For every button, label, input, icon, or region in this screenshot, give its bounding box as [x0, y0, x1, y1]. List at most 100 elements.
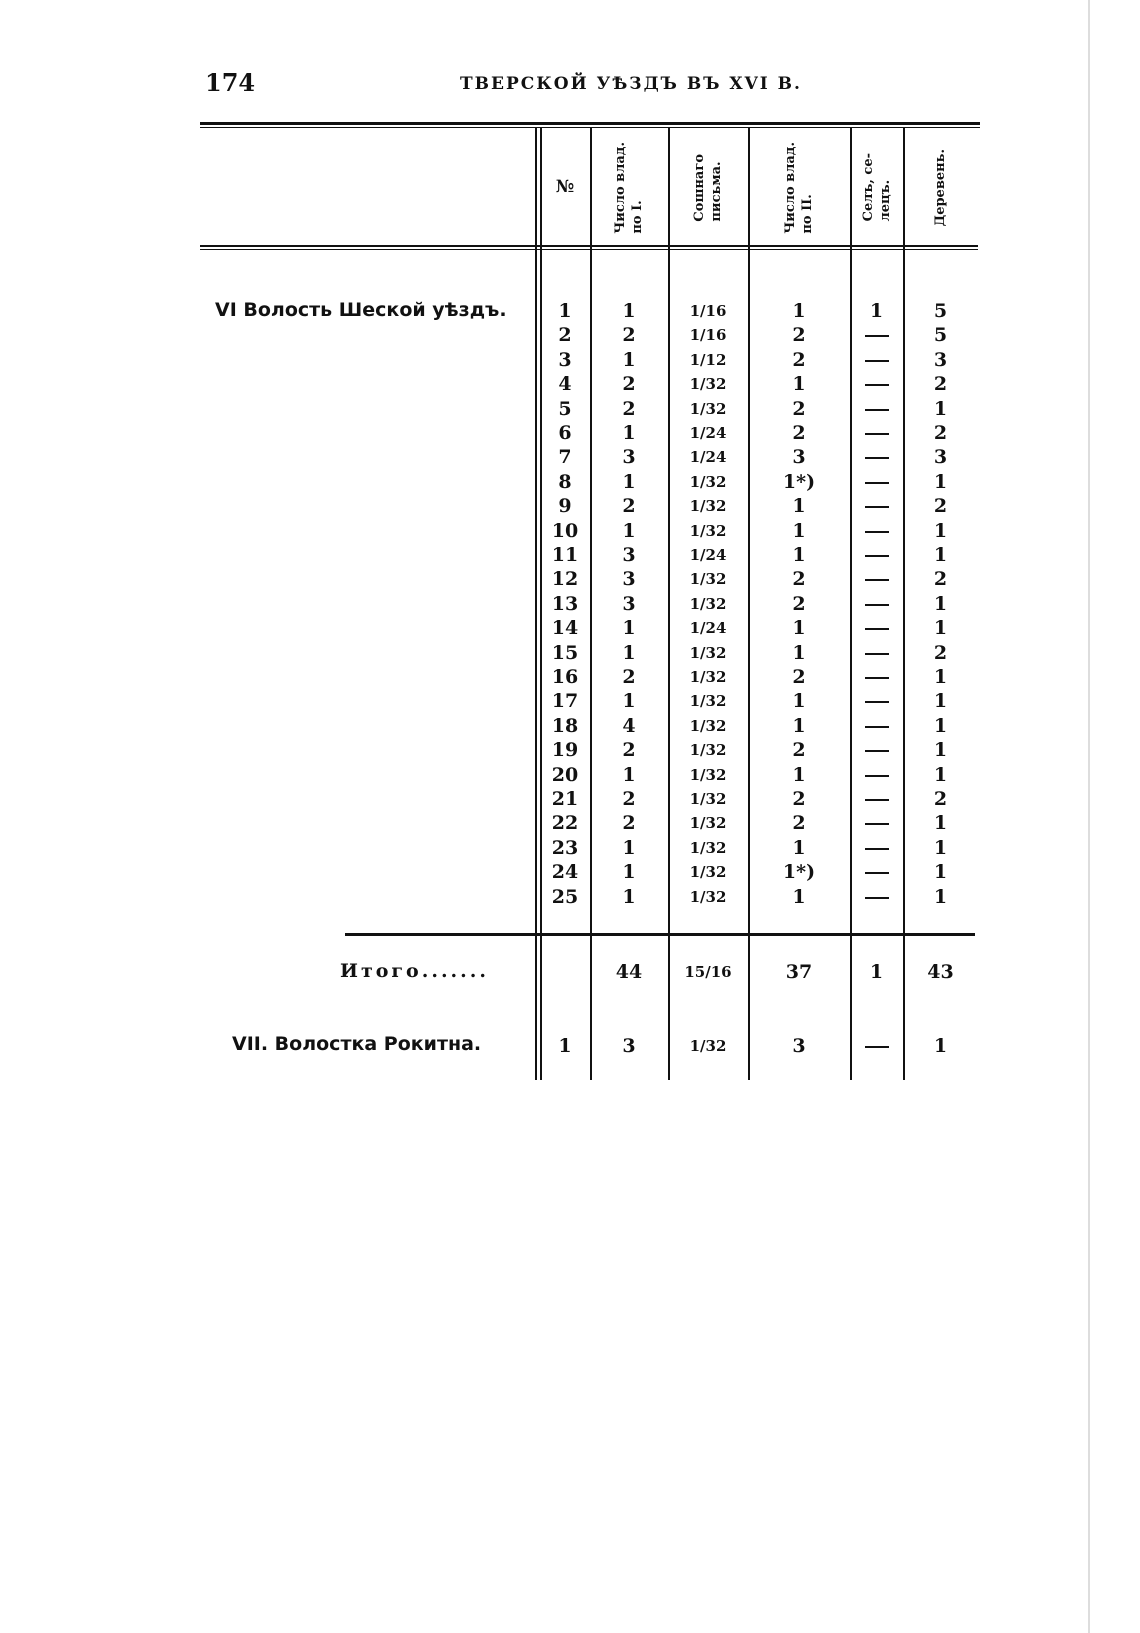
- table-cell: 12: [551, 568, 579, 591]
- table-cell: 1: [792, 617, 806, 640]
- table-cell: 7: [558, 446, 572, 469]
- table-cell: 1: [933, 544, 948, 566]
- column-divider: [540, 128, 542, 1080]
- column-header-label: №: [555, 177, 575, 197]
- table-cell: 1: [792, 519, 806, 542]
- table-cell: 24: [551, 861, 579, 884]
- table-cell: 2: [933, 788, 948, 810]
- table-cell: 1: [792, 885, 806, 908]
- table-cell: 2: [933, 373, 948, 396]
- column-header: Селъ, се- лецъ.: [850, 130, 903, 245]
- table-cell: 1: [792, 300, 806, 322]
- table-cell: 1: [869, 961, 884, 983]
- table-cell: 3: [622, 446, 636, 469]
- dash-mark: [864, 725, 889, 728]
- table-cell: [850, 592, 903, 616]
- column-header: Число влад. по I.: [590, 130, 668, 245]
- fraction-cell: 1/32: [689, 765, 727, 784]
- dash-mark: [864, 408, 889, 411]
- table-cell: 2: [792, 422, 806, 444]
- column-divider: [850, 128, 852, 1080]
- table-cell: 44: [615, 961, 643, 983]
- table-cell: 1: [933, 836, 948, 859]
- dash-mark: [864, 750, 889, 753]
- table-cell: [850, 836, 903, 860]
- table-cell: 1: [933, 397, 948, 420]
- table-cell: 1: [622, 422, 636, 444]
- table-cell: [850, 397, 903, 421]
- fraction-cell: 1/24: [689, 546, 727, 564]
- dash-mark: [864, 335, 889, 338]
- table-cell: 1: [933, 763, 948, 786]
- table-cell: [850, 445, 903, 469]
- table-cell: 3: [558, 348, 572, 371]
- dash-mark: [864, 1046, 889, 1048]
- table-cell: [850, 738, 903, 762]
- table-cell: [850, 860, 903, 884]
- table-cell: 5: [933, 300, 948, 322]
- table-cell: 5: [933, 324, 948, 347]
- column-header-label: Число влад. по II.: [783, 141, 815, 234]
- table-cell: [850, 811, 903, 835]
- dash-mark: [864, 530, 889, 533]
- table-cell: 3: [933, 348, 948, 371]
- table-cell: 2: [792, 324, 806, 347]
- fraction-cell: 1/32: [689, 472, 727, 491]
- table-cell: 2: [622, 495, 636, 518]
- table-cell: [850, 641, 903, 665]
- table-cell: 1: [792, 836, 806, 859]
- section-label: VI Волость Шеской уѣздъ.: [215, 299, 507, 321]
- running-title: ТВЕРСКОЙ УѢЗДЪ ВЪ XVI В.: [460, 74, 802, 94]
- table-cell: 1: [792, 544, 806, 566]
- dash-mark: [864, 872, 889, 875]
- column-divider: [535, 128, 537, 1080]
- table-cell: 1: [622, 300, 636, 322]
- table-cell: [850, 689, 903, 713]
- table-cell: [850, 763, 903, 787]
- table-cell: 1: [622, 617, 636, 640]
- table-top-rule: [200, 122, 980, 125]
- table-cell: [850, 470, 903, 494]
- table-cell: 3: [622, 1035, 636, 1057]
- table-cell: 3: [622, 544, 636, 566]
- table-cell: 8: [558, 470, 572, 493]
- table-cell: 17: [551, 690, 579, 713]
- table-cell: 1: [933, 861, 948, 884]
- table-cell: 4: [622, 714, 636, 737]
- table-cell: 1: [792, 373, 806, 396]
- column-header-label: Число влад. по I.: [613, 141, 645, 234]
- table-cell: 18: [551, 714, 579, 737]
- dash-mark: [864, 847, 889, 850]
- table-cell: 1: [622, 763, 636, 786]
- table-cell: 20: [551, 763, 579, 786]
- table-cell: [850, 885, 903, 909]
- table-cell: 1: [792, 641, 806, 664]
- column-header: Число влад. по II.: [748, 130, 850, 245]
- table-cell: 22: [551, 812, 579, 835]
- column-header-label: Деревень.: [933, 148, 948, 227]
- table-cell: 11: [551, 544, 579, 566]
- fraction-cell: 1/24: [689, 424, 727, 442]
- table-cell: 1: [792, 690, 806, 713]
- page-number: 174: [205, 68, 256, 97]
- table-cell: [850, 519, 903, 543]
- fraction-cell: 1/32: [689, 692, 727, 711]
- column-header: №: [540, 130, 590, 245]
- table-cell: 1: [792, 763, 806, 786]
- fraction-cell: 1/32: [689, 594, 727, 613]
- fraction-cell: 1/32: [689, 668, 727, 686]
- section-label: VII. Волостка Рокитна.: [232, 1033, 482, 1055]
- table-cell: [850, 494, 903, 518]
- fraction-cell: 1/32: [689, 887, 727, 906]
- fraction-cell: 1/32: [689, 814, 727, 833]
- table-cell: 1: [622, 470, 636, 493]
- fraction-cell: 1/32: [689, 741, 727, 760]
- fraction-cell: 1/32: [689, 790, 727, 808]
- dash-mark: [864, 457, 889, 460]
- column-divider: [590, 128, 592, 1080]
- table-cell: 1: [558, 300, 572, 322]
- fraction-cell: 1/32: [689, 838, 727, 857]
- fraction-cell: 1/12: [689, 350, 727, 369]
- total-rule: [345, 933, 975, 936]
- table-cell: 1*): [782, 861, 816, 884]
